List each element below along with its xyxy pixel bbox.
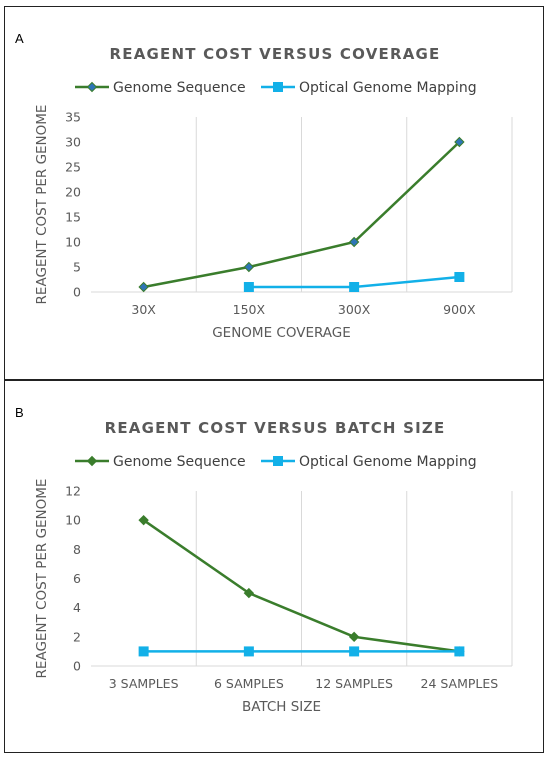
legend-marker — [273, 82, 283, 92]
data-point — [454, 646, 465, 657]
data-point — [348, 631, 360, 643]
legend-marker — [86, 81, 98, 93]
data-point — [454, 136, 465, 148]
data-point — [138, 646, 149, 657]
y-tick-label: 10 — [65, 513, 81, 528]
y-tick-label: 15 — [65, 210, 81, 225]
y-tick-label: 30 — [65, 135, 81, 150]
series-line — [142, 519, 460, 653]
data-point — [454, 272, 465, 282]
y-tick-label: 25 — [65, 160, 81, 175]
y-tick-label: 5 — [73, 260, 81, 275]
y-tick-label: 10 — [65, 235, 81, 250]
panel-label: B — [15, 405, 24, 420]
chart-panel-b: B REAGENT COST VERSUS BATCH SIZE Genome S… — [4, 380, 544, 753]
x-tick-label: 3 SAMPLES — [109, 676, 179, 691]
x-tick-label: 6 SAMPLES — [214, 676, 284, 691]
chart-title: REAGENT COST VERSUS COVERAGE — [110, 45, 441, 63]
legend-label: Optical Genome Mapping — [299, 80, 477, 96]
panel-label: A — [15, 31, 24, 46]
chart-a-svg: REAGENT COST VERSUS COVERAGE Genome Seque… — [34, 45, 513, 341]
legend-marker — [86, 455, 98, 467]
legend-label: Optical Genome Mapping — [299, 454, 477, 470]
data-point — [138, 514, 149, 526]
series-line — [143, 141, 461, 289]
x-tick-label: 12 SAMPLES — [315, 676, 393, 691]
chart-b-svg: REAGENT COST VERSUS BATCH SIZE Genome Seq… — [34, 419, 513, 715]
y-tick-label: 4 — [73, 600, 81, 615]
y-tick-label: 6 — [73, 571, 81, 586]
y-tick-label: 20 — [65, 185, 81, 200]
data-point — [243, 587, 255, 599]
y-tick-label: 35 — [65, 110, 81, 125]
x-tick-label: 300X — [338, 302, 371, 317]
y-tick-label: 2 — [73, 629, 81, 644]
legend-label: Genome Sequence — [113, 80, 246, 96]
y-axis-label: REAGENT COST PER GENOME — [34, 479, 50, 679]
y-tick-label: 0 — [73, 285, 81, 300]
legend-label: Genome Sequence — [113, 454, 246, 470]
data-point — [349, 282, 360, 292]
y-tick-label: 0 — [73, 659, 81, 674]
data-point — [349, 646, 360, 657]
data-point — [243, 261, 255, 273]
x-tick-label: 24 SAMPLES — [421, 676, 499, 691]
y-tick-label: 8 — [73, 542, 81, 557]
data-point — [138, 281, 149, 293]
x-tick-label: 30X — [131, 302, 156, 317]
x-axis-label: GENOME COVERAGE — [212, 325, 351, 341]
y-axis-label: REAGENT COST PER GENOME — [34, 105, 50, 305]
data-point — [243, 646, 254, 657]
x-tick-label: 900X — [443, 302, 476, 317]
x-axis-label: BATCH SIZE — [242, 699, 321, 715]
y-tick-label: 12 — [65, 484, 81, 499]
x-tick-label: 150X — [233, 302, 266, 317]
data-point — [348, 236, 360, 248]
chart-title: REAGENT COST VERSUS BATCH SIZE — [105, 419, 446, 437]
legend-marker — [273, 456, 283, 466]
chart-panel-a: A REAGENT COST VERSUS COVERAGE Genome Seq… — [4, 6, 544, 380]
data-point — [243, 282, 254, 292]
